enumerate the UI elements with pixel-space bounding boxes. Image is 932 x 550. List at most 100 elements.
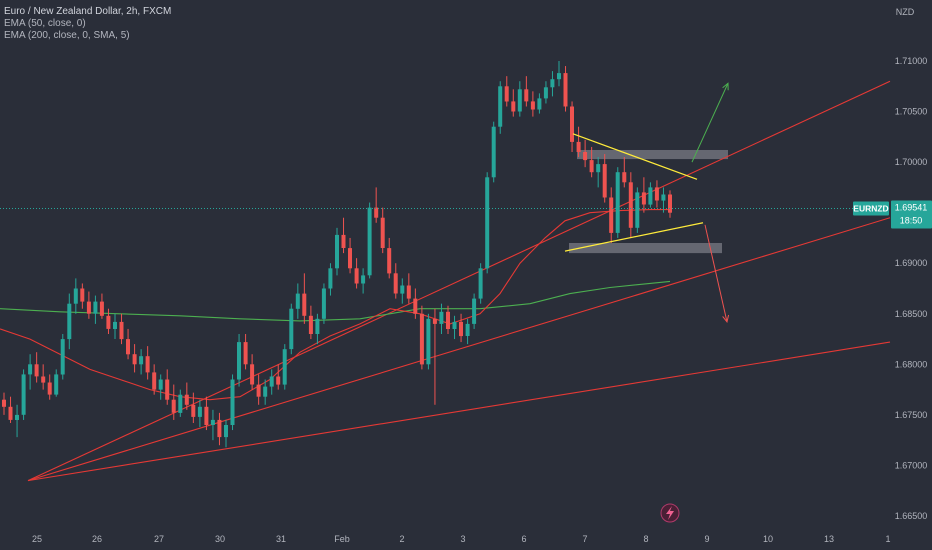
time-tick-label: 6 — [521, 534, 526, 544]
candle-body — [28, 364, 33, 375]
time-tick-label: 25 — [32, 534, 42, 544]
candle-body — [93, 301, 98, 314]
candle-body — [67, 303, 72, 340]
candle-body — [374, 207, 379, 218]
triangle-line-0 — [572, 133, 698, 180]
ema-layer — [0, 209, 671, 401]
candle-body — [609, 197, 614, 233]
candle-body — [237, 342, 241, 380]
ema50-legend[interactable]: EMA (50, close, 0) — [4, 18, 86, 29]
candle-body — [191, 404, 196, 417]
arrow-head-0 — [722, 82, 729, 91]
price-tick-label: 1.67500 — [895, 410, 928, 420]
candle-body — [197, 406, 202, 417]
zone-layer — [569, 149, 728, 254]
candle-body — [361, 275, 366, 284]
candle-body — [452, 321, 457, 329]
time-tick-label: 26 — [92, 534, 102, 544]
candle-body — [459, 321, 463, 337]
candle-body — [380, 217, 385, 248]
candle-body — [139, 356, 144, 365]
price-tick-label: 1.71000 — [895, 56, 928, 66]
candle-layer — [2, 61, 672, 448]
currency-label: NZD — [896, 7, 915, 17]
arrow-line-0 — [691, 83, 729, 163]
time-tick-label: 9 — [704, 534, 709, 544]
candle-body — [537, 98, 542, 110]
candle-body — [204, 406, 209, 425]
candle-body — [641, 192, 646, 205]
candle-body — [406, 285, 411, 299]
trendline-layer — [27, 80, 891, 482]
candle-body — [524, 89, 529, 102]
candle-body — [465, 323, 470, 336]
candle-body — [511, 101, 516, 112]
candle-body — [517, 89, 522, 112]
candle-body — [321, 288, 326, 319]
candle-body — [583, 152, 588, 161]
candle-body — [54, 374, 59, 395]
price-tick-label: 1.68000 — [895, 359, 928, 369]
time-tick-label: 8 — [643, 534, 648, 544]
candle-body — [73, 288, 78, 304]
candle-body — [570, 106, 574, 142]
candle-body — [34, 364, 39, 377]
last-price-badge — [891, 200, 932, 229]
candle-body — [478, 268, 483, 299]
ema200-legend[interactable]: EMA (200, close, 0, SMA, 5) — [4, 30, 130, 41]
candle-body — [387, 248, 392, 274]
candle-body — [661, 194, 666, 201]
candle-body — [47, 382, 52, 395]
symbol-badge — [853, 201, 889, 216]
candle-body — [119, 321, 124, 340]
price-tick-label: 1.66500 — [895, 511, 928, 521]
candle-body — [282, 349, 287, 385]
candle-body — [557, 73, 561, 80]
candle-body — [400, 285, 405, 294]
time-tick-label: 7 — [582, 534, 587, 544]
candle-body — [8, 406, 13, 420]
candle-body — [60, 339, 65, 375]
candle-body — [289, 308, 294, 350]
arrow-head-1 — [722, 314, 730, 323]
countdown-text: 18:50 — [900, 216, 923, 226]
candle-body — [41, 376, 46, 383]
candle-body — [99, 301, 104, 316]
flash-event-icon[interactable] — [660, 503, 680, 523]
trendline-1 — [27, 217, 891, 482]
symbol-title[interactable]: Euro / New Zealand Dollar, 2h, FXCM — [4, 6, 172, 17]
candle-body — [472, 298, 477, 324]
candle-body — [178, 394, 183, 413]
candle-body — [132, 354, 137, 365]
candle-body — [210, 419, 215, 425]
candle-body — [276, 376, 281, 385]
candle-body — [668, 194, 672, 213]
time-tick-label: 30 — [215, 534, 225, 544]
candle-body — [543, 87, 548, 99]
candle-body — [596, 164, 601, 173]
ema50-line — [0, 209, 670, 401]
candle-body — [21, 374, 26, 415]
annotation-layer — [564, 82, 730, 323]
candle-body — [328, 268, 333, 289]
candle-body — [491, 126, 496, 178]
candle-body — [426, 318, 431, 365]
candle-body — [654, 187, 659, 201]
candle-body — [184, 394, 189, 405]
candle-body — [635, 192, 640, 228]
time-tick-label: 1 — [885, 534, 890, 544]
candle-body — [80, 288, 85, 302]
candle-body — [648, 187, 653, 205]
candle-body — [354, 268, 359, 284]
candle-body — [269, 376, 274, 387]
time-tick-label: 3 — [460, 534, 465, 544]
candle-body — [341, 234, 346, 248]
price-tick-label: 1.70000 — [895, 157, 928, 167]
candle-body — [165, 379, 170, 400]
candle-body — [589, 160, 594, 173]
time-tick-label: 13 — [824, 534, 834, 544]
candle-body — [171, 399, 176, 413]
